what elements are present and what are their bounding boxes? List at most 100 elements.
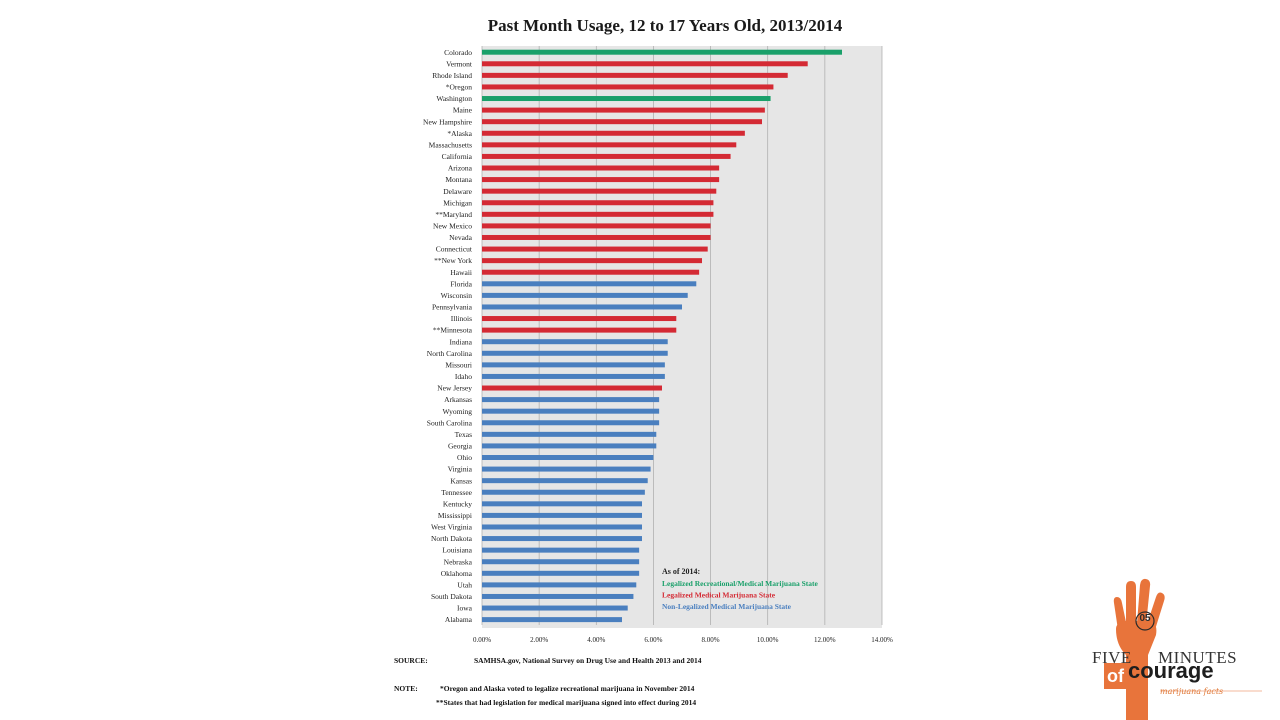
state-label: Nebraska — [444, 557, 473, 566]
logo-word-five: FIVE — [1092, 648, 1132, 667]
note-line-1: *Oregon and Alaska voted to legalize rec… — [440, 684, 695, 693]
note-label: NOTE: — [394, 684, 418, 693]
bar — [482, 304, 682, 310]
note-line-2: **States that had legislation for medica… — [436, 698, 697, 707]
bar — [482, 211, 714, 217]
state-label: Arizona — [448, 164, 473, 173]
state-label: Florida — [450, 279, 472, 288]
state-label: Montana — [445, 175, 472, 184]
state-label: New Hampshire — [423, 117, 473, 126]
state-label: Iowa — [457, 604, 473, 613]
logo-tagline: marijuana facts — [1160, 687, 1224, 696]
bar — [482, 72, 788, 78]
state-label: West Virginia — [431, 523, 473, 532]
badge-circle — [1135, 611, 1155, 631]
source-text: SAMHSA.gov, National Survey on Drug Use … — [474, 656, 702, 665]
state-label: Nevada — [449, 233, 473, 242]
state-label: Idaho — [455, 372, 472, 381]
state-label: Maine — [453, 106, 473, 115]
bar — [482, 408, 660, 414]
bar — [482, 373, 665, 379]
state-label: *Alaska — [447, 129, 472, 138]
bar — [482, 617, 622, 623]
state-label: Washington — [436, 94, 472, 103]
x-tick-label: 14.00% — [871, 636, 893, 644]
bar — [482, 385, 662, 391]
state-label: Kentucky — [443, 499, 472, 508]
bar — [482, 258, 702, 264]
bar — [482, 478, 648, 484]
five-minutes-of-courage-logo — [1104, 578, 1262, 720]
bar — [482, 316, 677, 322]
logo-word-courage: courage — [1128, 658, 1214, 683]
bar — [482, 234, 711, 240]
bar — [482, 281, 697, 287]
bar — [482, 570, 640, 576]
bar — [482, 593, 634, 599]
state-label: California — [442, 152, 473, 161]
state-label: *Oregon — [446, 83, 472, 92]
logo-word-minutes: MINUTES — [1158, 648, 1238, 667]
bar — [482, 362, 665, 368]
bar — [482, 84, 774, 90]
state-label: **Minnesota — [433, 326, 473, 335]
x-tick-label: 2.00% — [530, 636, 548, 644]
chart-title: Past Month Usage, 12 to 17 Years Old, 20… — [487, 16, 843, 35]
bar — [482, 107, 765, 113]
state-label: **New York — [434, 256, 472, 265]
legend: As of 2014: Legalized Recreational/Medica… — [662, 567, 819, 611]
state-label: Rhode Island — [432, 71, 472, 80]
bar — [482, 512, 642, 518]
bar — [482, 269, 700, 275]
state-label: Wisconsin — [441, 291, 473, 300]
bar — [482, 96, 771, 102]
bar — [482, 397, 660, 403]
state-label: Indiana — [450, 337, 473, 346]
bar — [482, 165, 720, 171]
state-label: Colorado — [444, 48, 472, 57]
state-label: Tennessee — [441, 488, 472, 497]
bar — [482, 455, 654, 460]
bar — [482, 466, 651, 472]
bar — [482, 200, 714, 206]
state-label: Massachusetts — [429, 140, 472, 149]
state-label: Utah — [457, 580, 472, 589]
state-label: Pennsylvania — [432, 303, 473, 312]
state-label: North Dakota — [431, 534, 473, 543]
legend-item: Non-Legalized Medical Marijuana State — [662, 602, 792, 611]
state-label: Delaware — [443, 187, 472, 196]
source-label: SOURCE: — [394, 656, 428, 665]
bar — [482, 153, 731, 159]
x-tick-label: 8.00% — [702, 636, 720, 644]
state-label: Michigan — [443, 198, 472, 207]
state-label: Texas — [455, 430, 472, 439]
bar — [482, 582, 637, 588]
state-label: Vermont — [446, 59, 473, 68]
bar — [482, 536, 642, 542]
state-label: Alabama — [445, 615, 473, 624]
bar — [482, 605, 628, 611]
state-label: South Carolina — [427, 418, 473, 427]
state-labels: Colorado Vermont Rhode Island *Oregon Washin… — [423, 48, 473, 624]
state-label: Louisiana — [442, 546, 472, 555]
bar — [482, 443, 657, 449]
x-tick-label: 0.00% — [473, 636, 491, 644]
state-label: Ohio — [457, 453, 472, 462]
x-tick-label: 6.00% — [644, 636, 662, 644]
bar — [482, 119, 762, 125]
bars — [482, 49, 842, 623]
x-tick-label: 12.00% — [814, 636, 836, 644]
bar — [482, 188, 717, 194]
state-label: Connecticut — [436, 245, 473, 254]
bar — [482, 223, 711, 229]
bar — [482, 49, 842, 55]
bar — [482, 339, 668, 345]
state-label: Illinois — [451, 314, 472, 323]
of-box — [1104, 663, 1148, 689]
bar — [482, 246, 708, 252]
bar — [482, 547, 640, 553]
logo-word-of: of — [1107, 666, 1124, 686]
bar — [482, 61, 808, 67]
bar — [482, 501, 642, 507]
legend-title: As of 2014: — [662, 567, 700, 576]
